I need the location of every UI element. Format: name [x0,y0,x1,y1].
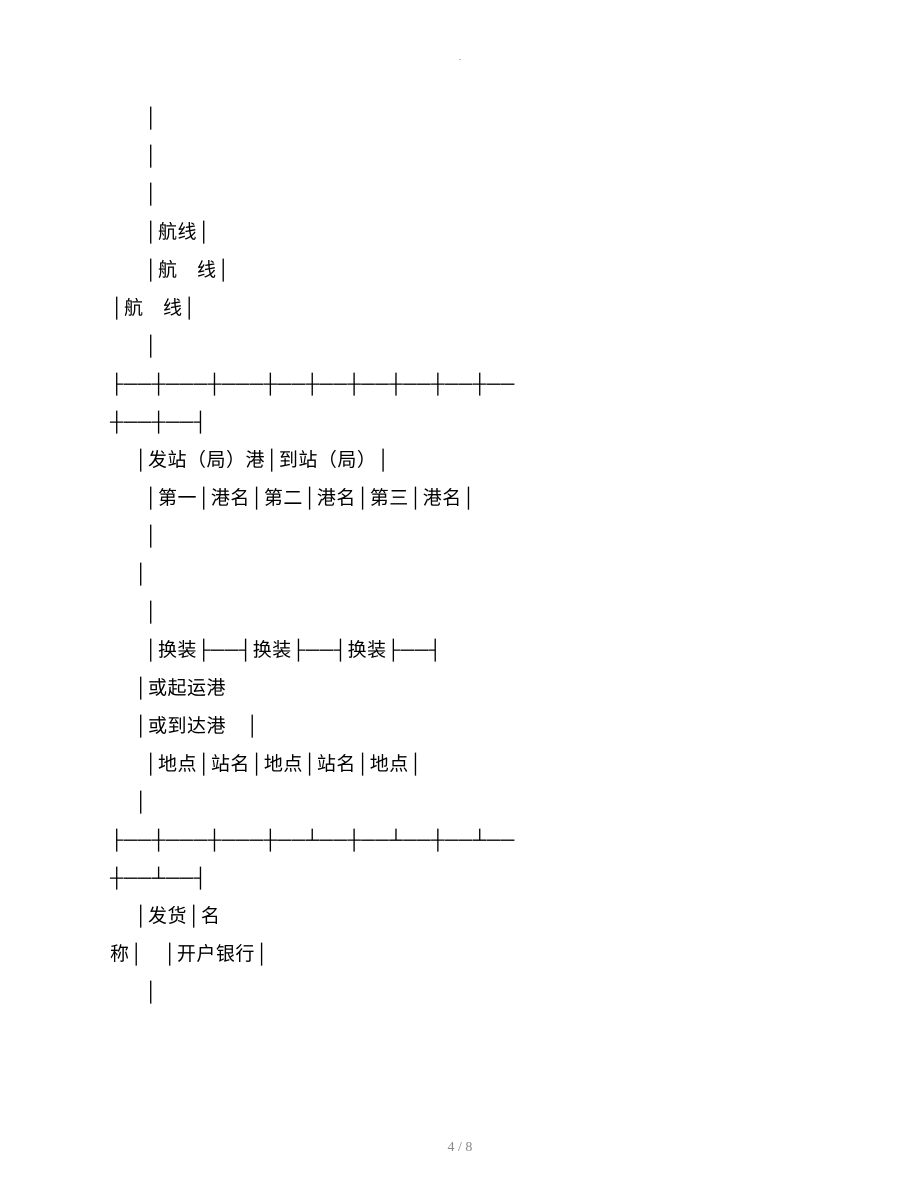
text-line: ├──┼───┼───┼──┼──┼──┼──┼──┼── [110,366,810,404]
text-line: │或起运港 [110,670,810,708]
text-line: │或到达港 │ [110,708,810,746]
text-line: │航 线│ [110,252,810,290]
text-line: │ [110,328,810,366]
text-line: │航线│ [110,214,810,252]
header-dot: . [0,52,920,62]
text-line: │发货│名 [110,898,810,936]
text-line: │ [110,176,810,214]
document-body: │ │ │ │航线│ │航 线│ │航 线│ │ ├──┼───┼───┼──┼… [0,0,920,1012]
text-line: │第一│港名│第二│港名│第三│港名│ [110,480,810,518]
text-line: │发站（局）港│到站（局）│ [110,442,810,480]
text-line: │ [110,594,810,632]
text-line: │ [110,974,810,1012]
text-line: │换装├──┤换装├──┤换装├──┤ [110,632,810,670]
text-line: │ [110,784,810,822]
text-line: │ [110,518,810,556]
text-line: 称│ │开户银行│ [110,936,810,974]
text-line: │地点│站名│地点│站名│地点│ [110,746,810,784]
text-line: │ [110,556,810,594]
page-number: 4 / 8 [0,1140,920,1156]
text-line: │ [110,138,810,176]
text-line: ┼──┴──┤ [110,860,810,898]
text-line: ├──┼───┼───┼──┴──┼──┴──┼──┴── [110,822,810,860]
text-line: │ [110,100,810,138]
text-line: │航 线│ [110,290,810,328]
text-line: ┼──┼──┤ [110,404,810,442]
